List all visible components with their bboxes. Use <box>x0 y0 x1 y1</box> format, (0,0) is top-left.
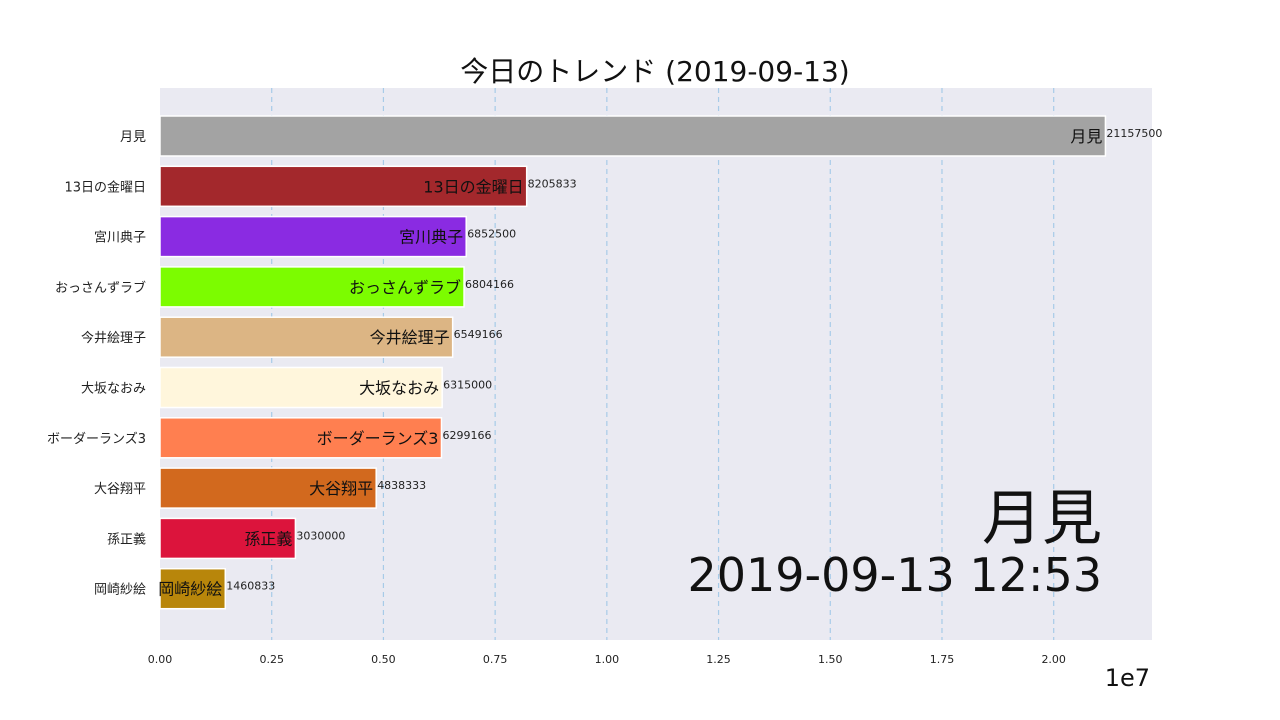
y-tick-label: 岡崎紗絵 <box>94 583 146 598</box>
bar-value-label: 1460833 <box>226 580 275 593</box>
bar <box>159 467 377 509</box>
x-tick-label: 1.75 <box>930 653 955 666</box>
bar-value-label: 21157500 <box>1106 127 1162 140</box>
bar <box>159 165 528 208</box>
current-leader-label: 月見 <box>982 484 1102 554</box>
bar-name-label: 大坂なおみ <box>359 379 439 398</box>
bar-name-label: おっさんずラブ <box>349 278 461 297</box>
y-tick-label: 宮川典子 <box>94 230 146 246</box>
bar <box>159 215 467 258</box>
timestamp-label: 2019-09-13 12:53 <box>687 548 1102 602</box>
bar-name-label: 月見 <box>1070 127 1102 146</box>
bar <box>159 517 297 560</box>
bar <box>159 567 227 610</box>
bar-value-label: 4838333 <box>377 479 426 492</box>
bar <box>159 115 1107 157</box>
bar-value-label: 6299166 <box>442 429 491 442</box>
y-tick-label: 今井絵理子 <box>81 330 146 346</box>
x-tick-label: 1.00 <box>595 653 620 666</box>
bar-value-label: 3030000 <box>296 529 345 542</box>
bar-value-label: 6804166 <box>465 278 514 291</box>
x-tick-label: 0.50 <box>371 653 396 666</box>
x-axis-ticks: 0.00 0.25 0.50 0.75 1.00 1.25 1.50 1.75 2.00 <box>148 653 1066 666</box>
y-tick-label: おっさんずラブ <box>55 280 146 296</box>
bar <box>159 266 465 308</box>
y-tick-label: 月見 <box>120 130 146 145</box>
bar <box>159 366 443 409</box>
x-tick-label: 1.25 <box>706 653 731 666</box>
y-tick-label: 大坂なおみ <box>81 382 146 397</box>
bar-name-label: 孫正義 <box>244 529 292 548</box>
y-tick-label: 孫正義 <box>107 531 146 547</box>
chart-title: 今日のトレンド (2019-09-13) <box>460 55 850 88</box>
bar-name-label: 宮川典子 <box>399 228 463 247</box>
bar-value-label: 6852500 <box>467 228 516 241</box>
bar-name-label: 岡崎紗絵 <box>158 580 222 599</box>
x-tick-label: 0.75 <box>483 653 508 666</box>
bar <box>159 316 454 358</box>
x-tick-label: 2.00 <box>1041 653 1066 666</box>
bar-value-label: 8205833 <box>528 177 577 190</box>
y-tick-label: ボーダーランズ3 <box>47 431 146 447</box>
x-tick-label: 0.00 <box>148 653 173 666</box>
y-tick-label: 大谷翔平 <box>94 482 146 497</box>
bar-name-label: 13日の金曜日 <box>423 177 523 196</box>
bar-value-label: 6549166 <box>454 328 503 341</box>
x-tick-label: 1.50 <box>818 653 843 666</box>
y-tick-label: 13日の金曜日 <box>64 179 146 195</box>
x-axis-exponent: 1e7 <box>1104 664 1150 692</box>
bar <box>159 417 443 459</box>
x-tick-label: 0.25 <box>259 653 284 666</box>
bar-name-label: ボーダーランズ3 <box>317 429 439 448</box>
bar-name-label: 大谷翔平 <box>309 479 373 498</box>
bar-value-label: 6315000 <box>443 379 492 392</box>
bar-name-label: 今井絵理子 <box>370 328 450 347</box>
